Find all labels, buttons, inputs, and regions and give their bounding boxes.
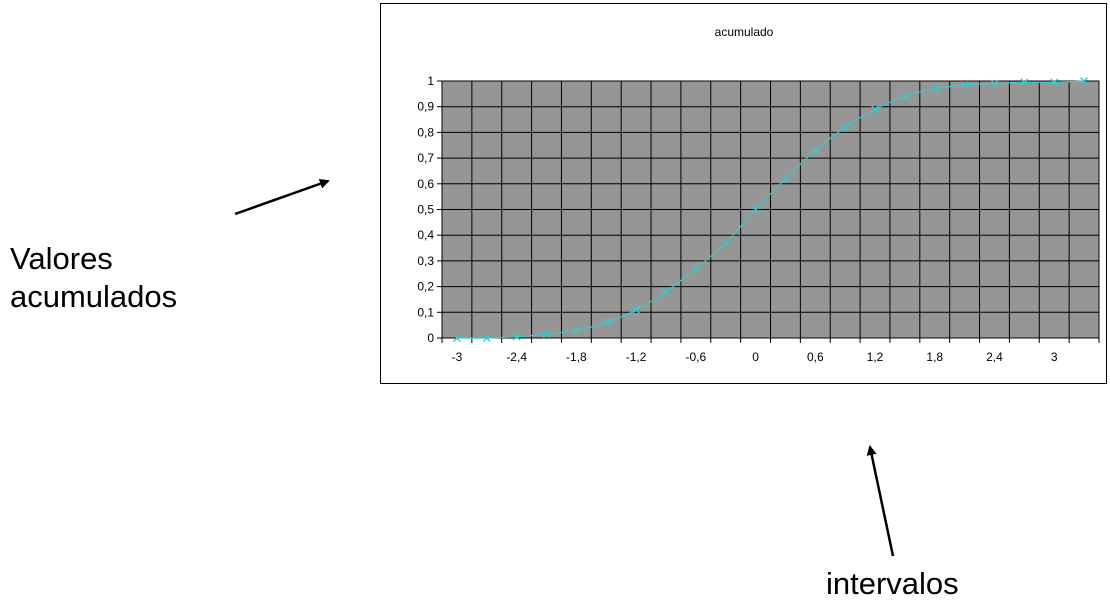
data-point xyxy=(452,334,461,342)
y-annotation-arrow xyxy=(234,178,330,216)
x-tick-label: 3 xyxy=(1051,350,1058,364)
data-point-stroke xyxy=(1050,78,1059,87)
data-point xyxy=(721,238,730,247)
data-point-stroke xyxy=(990,79,999,88)
data-point xyxy=(930,84,939,93)
data-point-stroke xyxy=(751,205,760,214)
data-point xyxy=(632,305,641,314)
x-tick-label: 2,4 xyxy=(986,350,1003,364)
y-tick-label: 0,6 xyxy=(417,177,434,191)
chart: acumulado 0 0,1 0,2 0,3 0,4 0,5 0,6 0,7 0,8 0,9 1 -… xyxy=(417,25,1100,364)
data-point xyxy=(781,174,790,183)
data-point xyxy=(871,105,879,114)
data-point-stroke xyxy=(781,174,790,183)
data-point-stroke xyxy=(721,238,730,247)
data-point xyxy=(1020,78,1029,87)
y-annotation-line2: acumulados xyxy=(10,279,178,314)
y-tick-label: 0 xyxy=(427,331,434,345)
x-tick-label: -0,6 xyxy=(685,350,706,364)
x-tick-label: -1,8 xyxy=(566,350,587,364)
data-point xyxy=(662,287,670,296)
x-annotation-arrow xyxy=(866,445,895,557)
y-annotation-line1: Valores xyxy=(10,241,113,276)
data-point-stroke xyxy=(811,146,820,155)
data-point-stroke xyxy=(1080,77,1089,85)
data-point-stroke xyxy=(482,334,491,342)
data-point-stroke xyxy=(691,264,700,273)
data-point-stroke xyxy=(900,92,909,101)
data-point xyxy=(691,264,700,273)
y-tick-label: 0,5 xyxy=(417,203,434,217)
y-tick-label: 0,4 xyxy=(417,228,434,242)
data-point xyxy=(1080,77,1089,85)
x-tick-label: 0 xyxy=(752,350,759,364)
x-tick-label: 0,6 xyxy=(807,350,824,364)
chart-title: acumulado xyxy=(715,25,774,39)
y-tick-label: 0,9 xyxy=(417,100,434,114)
y-tick-label: 0,8 xyxy=(417,125,434,139)
data-point xyxy=(960,80,969,89)
data-point-stroke xyxy=(1020,78,1029,87)
y-annotation: Valores acumulados xyxy=(10,240,177,316)
x-tick-label: -2,4 xyxy=(506,350,527,364)
data-point xyxy=(751,205,760,214)
data-point xyxy=(512,332,521,341)
data-point xyxy=(811,146,820,155)
x-tick-label: -1,2 xyxy=(626,350,647,364)
data-point-stroke xyxy=(662,287,670,296)
y-tick-label: 0,3 xyxy=(417,254,434,268)
y-tick-label: 1 xyxy=(427,74,434,88)
y-tick-label: 0,1 xyxy=(417,305,434,319)
data-point xyxy=(990,79,999,88)
data-point xyxy=(1050,78,1059,87)
data-point-stroke xyxy=(960,80,969,89)
x-tick-label: 1,8 xyxy=(926,350,943,364)
data-point-stroke xyxy=(602,318,611,327)
data-point-stroke xyxy=(572,326,581,335)
x-annotation: intervalos xyxy=(826,566,959,601)
data-point-stroke xyxy=(632,305,641,314)
data-point xyxy=(602,318,611,327)
data-point-stroke xyxy=(452,334,461,342)
data-point xyxy=(572,326,581,335)
data-point-stroke xyxy=(871,105,879,114)
data-point-stroke xyxy=(542,330,551,339)
data-point xyxy=(900,92,909,101)
x-tick-label: 1,2 xyxy=(867,350,884,364)
series-line xyxy=(456,80,1085,339)
y-tick-label: 0,7 xyxy=(417,151,434,165)
y-tick-label: 0,2 xyxy=(417,280,434,294)
data-point-stroke xyxy=(841,123,850,132)
data-point-stroke xyxy=(930,84,939,93)
chart-frame: acumulado 0 0,1 0,2 0,3 0,4 0,5 0,6 0,7 0,8 0,9 1 -… xyxy=(380,3,1107,384)
data-point xyxy=(841,123,850,132)
data-point-stroke xyxy=(512,332,521,341)
x-tick-label: -3 xyxy=(452,350,463,364)
data-point xyxy=(542,330,551,339)
data-point xyxy=(482,334,491,342)
